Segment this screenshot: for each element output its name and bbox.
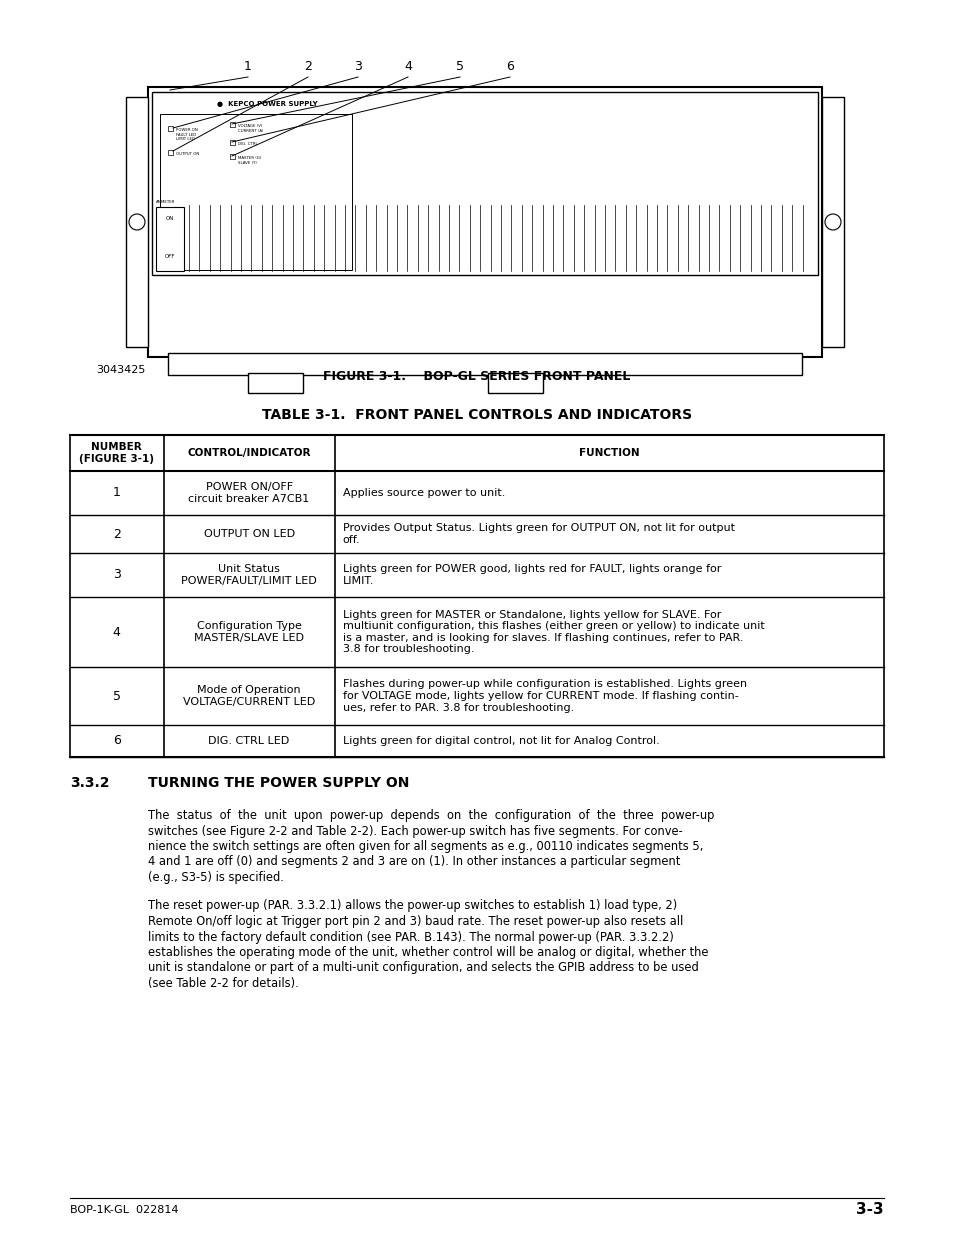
- Bar: [230, 140, 234, 144]
- Text: (e.g., S3-5) is specified.: (e.g., S3-5) is specified.: [148, 871, 284, 884]
- Text: 4: 4: [112, 625, 121, 638]
- Text: BOP-1K-GL  022814: BOP-1K-GL 022814: [70, 1205, 178, 1215]
- Text: 3: 3: [354, 61, 361, 74]
- Bar: [126, 98, 148, 347]
- Bar: [488, 373, 542, 393]
- Bar: [248, 373, 303, 393]
- Text: TURNING THE POWER SUPPLY ON: TURNING THE POWER SUPPLY ON: [148, 776, 409, 790]
- Text: AMMETER: AMMETER: [156, 200, 175, 204]
- Text: nience the switch settings are often given for all segments as e.g., 00110 indic: nience the switch settings are often giv…: [148, 840, 702, 853]
- Text: 3: 3: [112, 568, 121, 582]
- Text: Lights green for MASTER or Standalone, lights yellow for SLAVE. For
multiunit co: Lights green for MASTER or Standalone, l…: [342, 610, 763, 655]
- Text: FIGURE 3-1.    BOP-GL SERIES FRONT PANEL: FIGURE 3-1. BOP-GL SERIES FRONT PANEL: [323, 370, 630, 384]
- Text: DIG. CTRL LED: DIG. CTRL LED: [209, 736, 290, 746]
- Text: Mode of Operation
VOLTAGE/CURRENT LED: Mode of Operation VOLTAGE/CURRENT LED: [183, 685, 314, 706]
- Text: 3-3: 3-3: [856, 1203, 883, 1218]
- Text: Configuration Type
MASTER/SLAVE LED: Configuration Type MASTER/SLAVE LED: [193, 621, 304, 642]
- Text: The reset power-up (PAR. 3.3.2.1) allows the power-up switches to establish 1) l: The reset power-up (PAR. 3.3.2.1) allows…: [148, 899, 677, 913]
- Text: 6: 6: [505, 61, 514, 74]
- Text: OFF: OFF: [165, 254, 175, 259]
- Bar: [230, 122, 234, 127]
- Bar: [230, 154, 234, 159]
- Text: limits to the factory default condition (see PAR. B.143). The normal power-up (P: limits to the factory default condition …: [148, 930, 673, 944]
- Text: 5: 5: [112, 689, 121, 703]
- Text: POWER ON
FAULT LED
LIMIT LED: POWER ON FAULT LED LIMIT LED: [175, 128, 197, 141]
- Text: POWER ON/OFF
circuit breaker A7CB1: POWER ON/OFF circuit breaker A7CB1: [189, 482, 310, 504]
- Text: 6: 6: [112, 735, 121, 747]
- Text: VOLTAGE (V)
CURRENT (A): VOLTAGE (V) CURRENT (A): [237, 124, 263, 132]
- Text: Flashes during power-up while configuration is established. Lights green
for VOL: Flashes during power-up while configurat…: [342, 679, 746, 713]
- Text: OUTPUT ON: OUTPUT ON: [175, 152, 199, 156]
- Text: TABLE 3-1.  FRONT PANEL CONTROLS AND INDICATORS: TABLE 3-1. FRONT PANEL CONTROLS AND INDI…: [262, 408, 691, 422]
- Text: CONTROL/INDICATOR: CONTROL/INDICATOR: [187, 448, 311, 458]
- Bar: [152, 91, 817, 275]
- Bar: [168, 149, 172, 156]
- Bar: [821, 98, 843, 347]
- Bar: [160, 114, 352, 270]
- Text: establishes the operating mode of the unit, whether control will be analog or di: establishes the operating mode of the un…: [148, 946, 708, 960]
- Text: (see Table 2-2 for details).: (see Table 2-2 for details).: [148, 977, 298, 990]
- Text: Lights green for digital control, not lit for Analog Control.: Lights green for digital control, not li…: [342, 736, 659, 746]
- Text: Remote On/off logic at Trigger port pin 2 and 3) baud rate. The reset power-up a: Remote On/off logic at Trigger port pin …: [148, 915, 682, 927]
- Text: DIG. CTRL: DIG. CTRL: [237, 142, 257, 146]
- Text: 3.3.2: 3.3.2: [70, 776, 110, 790]
- Text: 1: 1: [244, 61, 252, 74]
- Text: 3043425: 3043425: [96, 366, 146, 375]
- Text: 1: 1: [112, 487, 121, 499]
- Circle shape: [129, 214, 145, 230]
- Text: ●  KEPCO POWER SUPPLY: ● KEPCO POWER SUPPLY: [216, 101, 317, 107]
- Bar: [156, 207, 184, 270]
- Bar: [168, 126, 172, 131]
- Text: MASTER (G)
SLAVE (Y): MASTER (G) SLAVE (Y): [237, 156, 261, 164]
- Text: ON: ON: [166, 216, 174, 221]
- Text: 4 and 1 are off (0) and segments 2 and 3 are on (1). In other instances a partic: 4 and 1 are off (0) and segments 2 and 3…: [148, 856, 679, 868]
- Text: 5: 5: [456, 61, 463, 74]
- Text: Applies source power to unit.: Applies source power to unit.: [342, 488, 504, 498]
- Text: Unit Status
POWER/FAULT/LIMIT LED: Unit Status POWER/FAULT/LIMIT LED: [181, 564, 316, 585]
- Bar: [168, 353, 801, 375]
- Circle shape: [824, 214, 841, 230]
- Text: OUTPUT ON LED: OUTPUT ON LED: [203, 529, 294, 538]
- Text: switches (see Figure 2-2 and Table 2-2). Each power-up switch has five segments.: switches (see Figure 2-2 and Table 2-2).…: [148, 825, 682, 837]
- Text: Provides Output Status. Lights green for OUTPUT ON, not lit for output
off.: Provides Output Status. Lights green for…: [342, 524, 734, 545]
- Text: unit is standalone or part of a multi-unit configuration, and selects the GPIB a: unit is standalone or part of a multi-un…: [148, 962, 698, 974]
- Text: 2: 2: [304, 61, 312, 74]
- Text: FUNCTION: FUNCTION: [578, 448, 639, 458]
- Bar: [148, 86, 821, 357]
- Text: 2: 2: [112, 527, 121, 541]
- Text: NUMBER
(FIGURE 3-1): NUMBER (FIGURE 3-1): [79, 442, 154, 464]
- Text: The  status  of  the  unit  upon  power-up  depends  on  the  configuration  of : The status of the unit upon power-up dep…: [148, 809, 714, 823]
- Text: Lights green for POWER good, lights red for FAULT, lights orange for
LIMIT.: Lights green for POWER good, lights red …: [342, 564, 720, 585]
- Text: 4: 4: [404, 61, 412, 74]
